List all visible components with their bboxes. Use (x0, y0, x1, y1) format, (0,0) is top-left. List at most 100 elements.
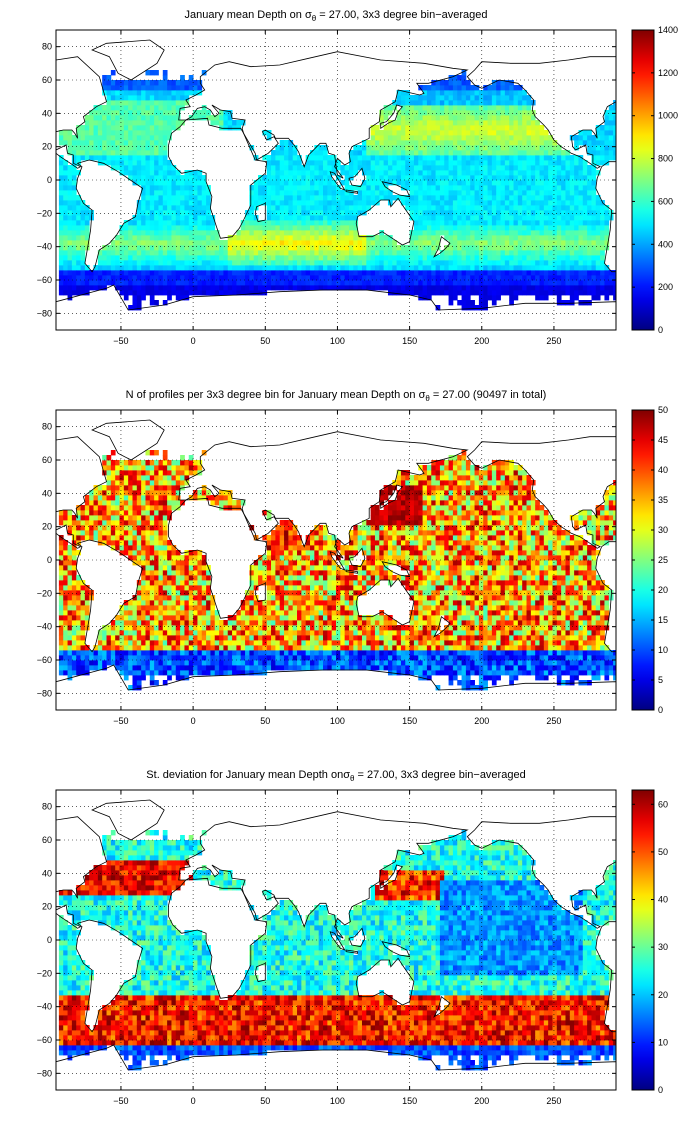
bin-cell (58, 640, 64, 646)
bin-cell (80, 205, 86, 211)
bin-cell (119, 245, 125, 251)
bin-cell (162, 490, 168, 496)
bin-cell (517, 130, 523, 136)
bin-cell (154, 575, 159, 581)
bin-cell (509, 150, 514, 156)
bin-cell (409, 250, 415, 256)
bin-cell (167, 620, 172, 626)
bin-cell (67, 620, 73, 626)
bin-cell (162, 75, 168, 81)
bin-cell (452, 220, 458, 226)
bin-cell (452, 290, 458, 296)
bin-cell (162, 115, 168, 121)
bin-cell (526, 135, 532, 141)
bin-cell (279, 190, 285, 196)
bin-cell (284, 190, 289, 196)
bin-cell (136, 280, 142, 286)
bin-cell (548, 285, 553, 291)
bin-cell (67, 625, 73, 631)
bin-cell (158, 130, 164, 136)
bin-cell (491, 290, 497, 296)
bin-cell (201, 285, 207, 291)
bin-cell (582, 235, 588, 241)
bin-cell (149, 670, 155, 676)
bin-cell (491, 180, 497, 186)
bin-cell (141, 275, 146, 281)
bin-cell (513, 230, 519, 236)
bin-cell (591, 195, 597, 201)
bin-cell (132, 225, 138, 231)
bin-cell (136, 290, 142, 296)
bin-cell (418, 260, 423, 266)
bin-cell (76, 525, 81, 531)
bin-cell (240, 275, 246, 281)
bin-cell (171, 90, 177, 96)
bin-cell (58, 240, 64, 246)
bin-cell (271, 170, 276, 176)
bin-cell (548, 270, 553, 276)
bin-cell (409, 280, 415, 286)
bin-cell (175, 270, 181, 276)
bin-cell (487, 150, 493, 156)
bin-cell (253, 240, 259, 246)
bin-cell (258, 250, 263, 256)
bin-cell (67, 670, 73, 676)
bin-cell (504, 220, 510, 226)
bin-cell (418, 245, 423, 251)
bin-cell (154, 165, 159, 171)
bin-cell (206, 285, 211, 291)
bin-cell (418, 225, 423, 231)
bin-cell (97, 150, 103, 156)
bin-cell (444, 105, 449, 111)
bin-cell (279, 280, 285, 286)
bin-cell (556, 255, 562, 261)
bin-cell (526, 150, 532, 156)
bin-cell (392, 125, 398, 131)
bin-cell (84, 515, 90, 521)
bin-cell (76, 195, 81, 201)
bin-cell (63, 605, 68, 611)
bin-cell (353, 235, 359, 241)
bin-cell (552, 165, 558, 171)
bin-cell (154, 475, 159, 481)
bin-cell (387, 140, 393, 146)
bin-cell (158, 660, 164, 666)
bin-cell (106, 145, 112, 151)
bin-cell (500, 225, 506, 231)
bin-cell (591, 215, 597, 221)
bin-cell (431, 240, 436, 246)
bin-cell (465, 105, 471, 111)
bin-cell (470, 290, 475, 296)
bin-cell (292, 145, 298, 151)
bin-cell (193, 275, 198, 281)
bin-cell (123, 480, 129, 486)
bin-cell (305, 250, 311, 256)
bin-cell (67, 210, 73, 216)
bin-cell (201, 240, 207, 246)
bin-cell (431, 260, 436, 266)
coastline (329, 171, 346, 191)
bin-cell (478, 205, 484, 211)
bin-cell (58, 255, 64, 261)
bin-cell (128, 490, 133, 496)
bin-cell (214, 270, 220, 276)
bin-cell (483, 200, 488, 206)
bin-cell (119, 270, 125, 276)
bin-cell (145, 245, 151, 251)
bin-cell (387, 260, 393, 266)
bin-cell (149, 120, 155, 126)
bin-cell (63, 275, 68, 281)
bin-cell (149, 525, 155, 531)
bin-cell (162, 625, 168, 631)
bin-cell (413, 275, 419, 281)
bin-cell (76, 245, 81, 251)
bin-cell (543, 130, 549, 136)
bin-cell (310, 185, 315, 191)
bin-cell (452, 145, 458, 151)
bin-cell (76, 225, 81, 231)
bin-cell (374, 140, 380, 146)
bin-cell (465, 300, 471, 306)
bin-cell (266, 285, 272, 291)
bin-cell (89, 135, 94, 141)
bin-cell (97, 250, 103, 256)
